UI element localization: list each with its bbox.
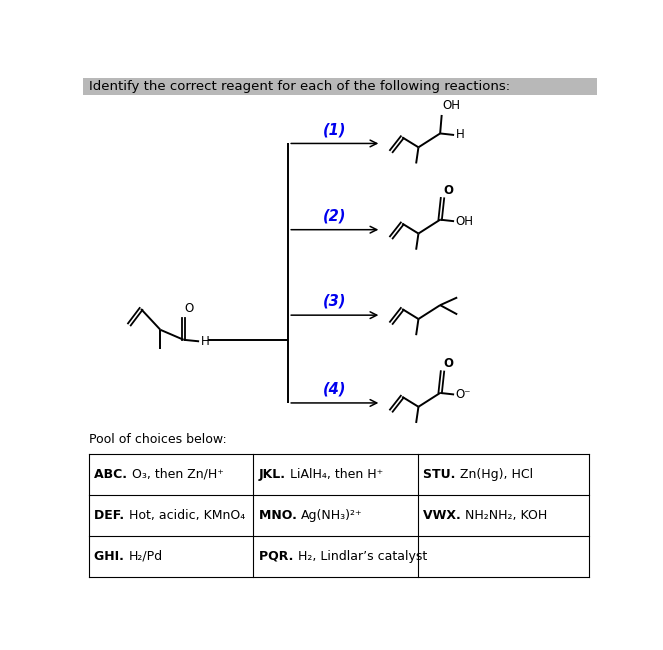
Text: DEF.: DEF.: [95, 509, 129, 522]
Text: O: O: [444, 183, 453, 196]
Text: (3): (3): [323, 294, 347, 309]
Text: Ag(NH₃)²⁺: Ag(NH₃)²⁺: [301, 509, 363, 522]
Text: VWX.: VWX.: [423, 509, 465, 522]
Text: Zn(Hg), HCl: Zn(Hg), HCl: [460, 468, 533, 481]
Text: H: H: [455, 129, 464, 142]
Text: OH: OH: [455, 214, 473, 227]
Text: Hot, acidic, KMnO₄: Hot, acidic, KMnO₄: [129, 509, 245, 522]
Text: H₂/Pd: H₂/Pd: [129, 550, 163, 563]
Text: NH₂NH₂, KOH: NH₂NH₂, KOH: [465, 509, 548, 522]
Text: (2): (2): [323, 209, 347, 224]
Bar: [83, 78, 597, 95]
Text: OH: OH: [442, 99, 461, 112]
Text: O⁻: O⁻: [455, 388, 471, 401]
Text: LiAlH₄, then H⁺: LiAlH₄, then H⁺: [290, 468, 383, 481]
Text: Pool of choices below:: Pool of choices below:: [89, 433, 227, 446]
Text: O₃, then Zn/H⁺: O₃, then Zn/H⁺: [132, 468, 223, 481]
Text: (1): (1): [323, 122, 347, 137]
Text: STU.: STU.: [423, 468, 460, 481]
Text: H: H: [201, 335, 210, 348]
Text: Identify the correct reagent for each of the following reactions:: Identify the correct reagent for each of…: [89, 80, 511, 93]
Text: ABC.: ABC.: [95, 468, 132, 481]
Text: PQR.: PQR.: [259, 550, 298, 563]
Text: O: O: [184, 302, 194, 315]
Text: MNO.: MNO.: [259, 509, 301, 522]
Text: O: O: [444, 357, 453, 370]
Text: (4): (4): [323, 382, 347, 396]
Text: H₂, Lindlar’s catalyst: H₂, Lindlar’s catalyst: [298, 550, 427, 563]
Text: GHI.: GHI.: [95, 550, 129, 563]
Text: JKL.: JKL.: [259, 468, 290, 481]
